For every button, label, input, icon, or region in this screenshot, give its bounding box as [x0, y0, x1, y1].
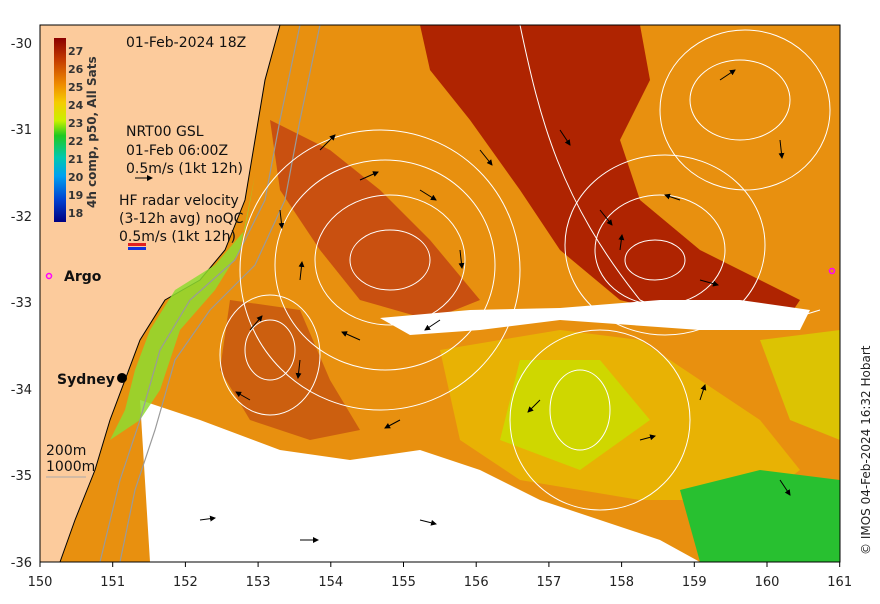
colorbar-tick: 27 — [68, 45, 83, 58]
y-tick: -36 — [11, 556, 32, 571]
argo-marker-icon — [45, 272, 53, 280]
y-tick: -33 — [11, 296, 32, 311]
city-marker-icon — [117, 373, 127, 383]
argo-label: Argo — [64, 269, 102, 285]
colorbar-tick: 18 — [68, 207, 83, 220]
x-tick: 155 — [391, 575, 416, 590]
x-tick: 157 — [536, 575, 561, 590]
x-tick: 159 — [682, 575, 707, 590]
y-tick: -30 — [11, 37, 32, 52]
hf-scale-arrow-red — [128, 243, 146, 246]
x-tick: 154 — [318, 575, 343, 590]
colorbar-tick: 21 — [68, 153, 83, 166]
timestamp: 01-Feb-2024 18Z — [126, 35, 246, 51]
isobath-shallow-label: 200m — [46, 443, 86, 459]
colorbar-title: 4h comp, p50, All Sats — [85, 56, 99, 208]
x-tick: 153 — [246, 575, 271, 590]
hf-line3: 0.5m/s (1kt 12h) — [119, 229, 236, 245]
hf-line2: (3-12h avg) noQC — [119, 211, 244, 227]
gsl-line3: 0.5m/s (1kt 12h) — [126, 161, 243, 177]
colorbar-tick: 26 — [68, 63, 84, 76]
x-tick: 152 — [173, 575, 198, 590]
y-tick: -34 — [11, 383, 32, 398]
y-tick: -35 — [11, 469, 32, 484]
colorbar-tick: 22 — [68, 135, 83, 148]
gsl-line1: NRT00 GSL — [126, 124, 204, 140]
x-tick: 150 — [28, 575, 53, 590]
colorbar-tick: 19 — [68, 189, 83, 202]
colorbar-tick: 20 — [68, 171, 84, 184]
colorbar-tick: 23 — [68, 117, 83, 130]
x-tick: 158 — [609, 575, 634, 590]
x-axis: 150 151 152 153 154 155 156 157 158 159 160 161 — [28, 562, 852, 590]
sst-field — [40, 25, 840, 562]
hf-scale-arrow-blue — [128, 247, 146, 250]
credit: © IMOS 04-Feb-2024 16:32 Hobart — [859, 345, 873, 555]
isobath-deep-label: 1000m — [46, 459, 95, 475]
x-tick: 161 — [827, 575, 852, 590]
ssh-contours — [219, 25, 831, 511]
x-tick: 156 — [464, 575, 489, 590]
city-label: Sydney — [57, 372, 115, 388]
colorbar-tick: 25 — [68, 81, 83, 94]
x-tick: 160 — [755, 575, 780, 590]
x-tick: 151 — [100, 575, 125, 590]
argo-float-icon[interactable] — [828, 267, 836, 275]
y-tick: -32 — [11, 210, 32, 225]
colorbar-tick: 24 — [68, 99, 84, 112]
velocity-arrows — [199, 69, 791, 543]
hf-line1: HF radar velocity — [119, 193, 239, 209]
plot-frame — [39, 24, 841, 563]
y-tick: -31 — [11, 123, 32, 138]
gsl-line2: 01-Feb 06:00Z — [126, 143, 228, 159]
y-axis: -30 -31 -32 -33 -34 -35 -36 — [11, 37, 32, 571]
colorbar-ticks: 27 26 25 24 23 22 21 20 19 18 — [68, 45, 84, 220]
colorbar — [54, 38, 66, 222]
